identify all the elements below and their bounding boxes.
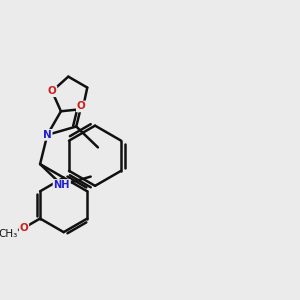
Text: O: O <box>20 223 28 233</box>
Text: N: N <box>43 130 52 140</box>
Text: O: O <box>77 101 85 112</box>
Text: NH: NH <box>53 180 70 190</box>
Text: O: O <box>48 86 56 96</box>
Text: CH₃: CH₃ <box>0 229 17 239</box>
